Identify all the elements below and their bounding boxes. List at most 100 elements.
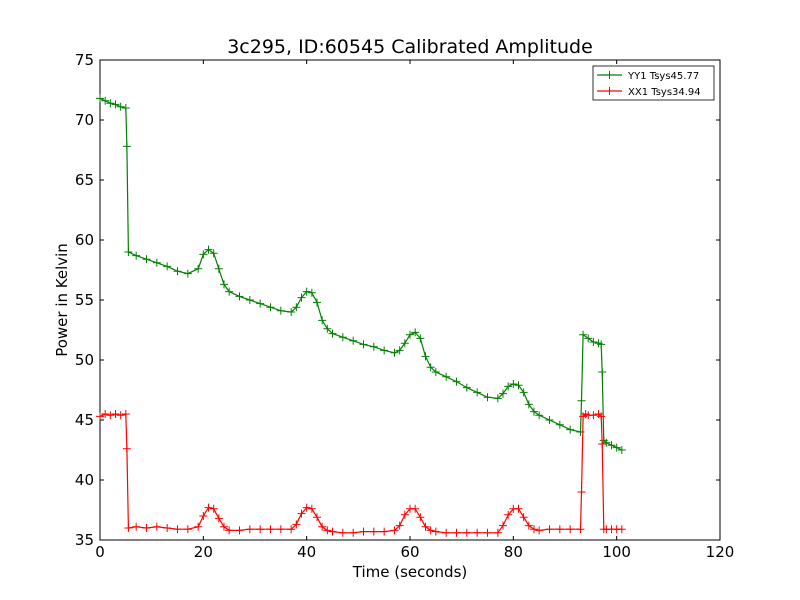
data-point-marker <box>152 258 161 267</box>
data-point-marker <box>318 522 327 531</box>
data-point-marker <box>555 420 564 429</box>
data-point-marker <box>535 526 544 535</box>
data-point-marker <box>96 94 104 103</box>
series-layer <box>96 94 626 537</box>
data-point-marker <box>106 411 115 420</box>
legend-label: XX1 Tsys34.94 <box>628 87 701 98</box>
data-point-marker <box>597 340 606 349</box>
data-point-marker <box>124 248 133 256</box>
data-point-marker <box>121 104 130 112</box>
data-point-marker <box>256 525 265 534</box>
data-point-marker <box>163 262 172 271</box>
data-point-marker <box>421 352 430 361</box>
data-point-marker <box>400 339 409 348</box>
series-1 <box>96 94 626 454</box>
legend: YY1 Tsys45.77 XX1 Tsys34.94 <box>592 65 715 101</box>
data-point-marker <box>598 368 607 376</box>
data-point-marker <box>519 388 528 397</box>
plot-frame <box>99 59 721 541</box>
data-point-marker <box>584 334 593 343</box>
data-point-marker <box>256 299 265 308</box>
y-axis-label: Power in Kelvin <box>53 243 71 357</box>
data-point-marker <box>199 250 208 259</box>
data-point-marker <box>297 293 306 302</box>
data-point-marker <box>142 255 151 264</box>
data-point-marker <box>214 514 223 523</box>
x-tick-label: 60 <box>400 543 419 561</box>
data-point-marker <box>122 444 131 453</box>
x-tick-label: 20 <box>194 543 213 561</box>
data-point-marker <box>395 346 404 355</box>
data-point-marker <box>173 267 182 276</box>
data-point-marker <box>524 521 533 530</box>
data-point-marker <box>245 525 254 534</box>
data-point-marker <box>313 513 321 522</box>
y-tick-label: 65 <box>75 171 94 189</box>
x-tick-label: 100 <box>602 543 631 561</box>
y-tick-label: 70 <box>75 111 94 129</box>
data-point-marker <box>566 425 575 434</box>
data-point-marker <box>390 526 399 535</box>
data-point-marker <box>313 298 321 307</box>
data-point-marker <box>183 525 192 534</box>
data-point-marker <box>318 316 327 325</box>
data-point-marker <box>426 526 435 535</box>
data-point-marker <box>499 521 507 530</box>
data-point-marker <box>96 412 104 421</box>
tick-label-layer: 0 20 40 60 80 100 120 35 40 45 50 55 60 65 70 75 <box>75 51 734 561</box>
data-point-marker <box>597 412 606 421</box>
data-point-marker <box>431 527 440 536</box>
data-point-marker <box>524 400 533 409</box>
x-axis-label: Time (seconds) <box>352 563 468 581</box>
data-point-marker <box>369 342 378 351</box>
data-point-marker <box>297 509 306 518</box>
data-point-marker <box>411 504 420 513</box>
data-point-marker <box>116 102 125 111</box>
y-tick-label: 60 <box>75 231 94 249</box>
data-point-marker <box>473 388 482 397</box>
data-point-marker <box>122 142 131 151</box>
data-point-marker <box>245 296 254 304</box>
legend-label: YY1 Tsys45.77 <box>627 71 699 82</box>
data-point-marker <box>302 503 311 512</box>
data-point-marker <box>101 410 110 418</box>
data-point-marker <box>607 441 616 450</box>
data-point-marker <box>338 528 347 537</box>
chart-title: 3c295, ID:60545 Calibrated Amplitude <box>227 36 593 58</box>
data-point-marker <box>183 269 192 278</box>
data-point-marker <box>545 525 554 534</box>
data-point-marker <box>579 330 588 339</box>
data-point-marker <box>225 287 234 296</box>
data-point-marker <box>199 512 208 520</box>
data-point-marker <box>545 416 554 424</box>
data-point-marker <box>132 522 141 531</box>
y-tick-label: 75 <box>75 51 94 69</box>
data-point-marker <box>204 503 213 512</box>
data-point-marker <box>509 380 518 388</box>
data-point-marker <box>328 527 337 536</box>
data-point-marker <box>493 394 502 403</box>
data-point-marker <box>535 411 544 420</box>
data-point-marker <box>416 513 425 522</box>
data-point-marker <box>194 264 203 273</box>
data-point-marker <box>287 525 296 534</box>
y-tick-label: 50 <box>75 351 94 369</box>
data-point-marker <box>266 303 275 312</box>
y-tick-label: 45 <box>75 411 94 429</box>
data-point-marker <box>555 525 564 534</box>
data-point-marker <box>493 528 502 537</box>
y-tick-label: 40 <box>75 471 94 489</box>
data-point-marker <box>106 99 115 108</box>
data-point-marker <box>209 249 218 258</box>
data-point-marker <box>617 446 626 454</box>
data-point-marker <box>514 504 523 513</box>
data-point-marker <box>442 528 451 537</box>
data-point-marker <box>576 525 585 534</box>
data-point-marker <box>416 334 425 343</box>
tick-layer <box>99 59 721 541</box>
data-point-marker <box>380 527 389 536</box>
data-point-marker <box>483 528 492 537</box>
data-point-marker <box>612 443 621 452</box>
series-2 <box>96 410 626 537</box>
data-point-marker <box>519 513 528 522</box>
